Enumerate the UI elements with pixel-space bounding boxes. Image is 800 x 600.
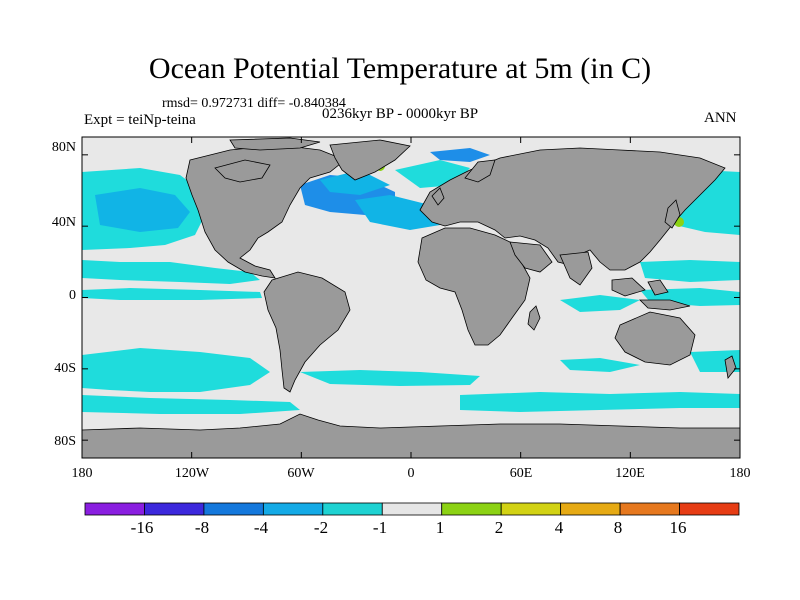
land-south-america [263, 271, 351, 393]
lon-label-180w: 180 [71, 466, 93, 481]
colorbar-label: 2 [494, 518, 504, 537]
colorbar-swatch [84, 502, 145, 516]
axis-ticks [81, 137, 741, 458]
season-label: ANN [704, 110, 737, 126]
colorbar-label: 16 [669, 518, 687, 537]
landmasses [82, 137, 740, 458]
colorbar-label: -1 [372, 518, 388, 537]
lon-label-60w: 60W [287, 466, 315, 481]
colorbar-swatch [619, 502, 680, 516]
lon-label-180e: 180 [729, 466, 751, 481]
lat-label-80n: 80N [51, 140, 76, 155]
land-antarctica [82, 413, 740, 458]
colorbar-label: -4 [253, 518, 269, 537]
colorbar [84, 502, 740, 516]
colorbar-swatch [500, 502, 562, 516]
colorbar-swatch [144, 502, 205, 516]
land-eurasia [419, 147, 726, 271]
land-australia [614, 311, 696, 366]
colorbar-label: -8 [194, 518, 210, 537]
colorbar-label: -2 [313, 518, 329, 537]
experiment-label: Expt = teiNp-teina [84, 112, 196, 128]
lat-label-0: 0 [69, 288, 76, 303]
anomaly-patches [82, 148, 740, 414]
lon-label-120w: 120W [174, 466, 210, 481]
colorbar-label: 4 [554, 518, 564, 537]
lon-label-60e: 60E [509, 466, 533, 481]
lon-label-0: 0 [407, 466, 415, 481]
lon-label-120e: 120E [615, 466, 645, 481]
colorbar-swatch [560, 502, 621, 516]
map-title: Ocean Potential Temperature at 5m (in C) [148, 52, 652, 85]
lat-label-40s: 40S [54, 361, 76, 376]
colorbar-swatch [322, 502, 383, 516]
colorbar-label: 8 [613, 518, 623, 537]
colorbar-label: -16 [130, 518, 154, 537]
colorbar-swatch [441, 502, 502, 516]
colorbar-swatch [203, 502, 264, 516]
colorbar-swatch [262, 502, 324, 516]
map-panel [82, 137, 740, 458]
lat-label-40n: 40N [51, 215, 76, 230]
land-africa [417, 227, 531, 346]
land-greenland [329, 139, 411, 181]
colorbar-swatch [679, 502, 740, 516]
colorbar-label: 1 [435, 518, 445, 537]
lat-label-80s: 80S [54, 434, 76, 449]
period-label: 0236kyr BP - 0000kyr BP [322, 106, 479, 122]
stats-line: rmsd= 0.972731 diff= -0.840384 [162, 96, 346, 111]
colorbar-swatch [381, 502, 443, 516]
